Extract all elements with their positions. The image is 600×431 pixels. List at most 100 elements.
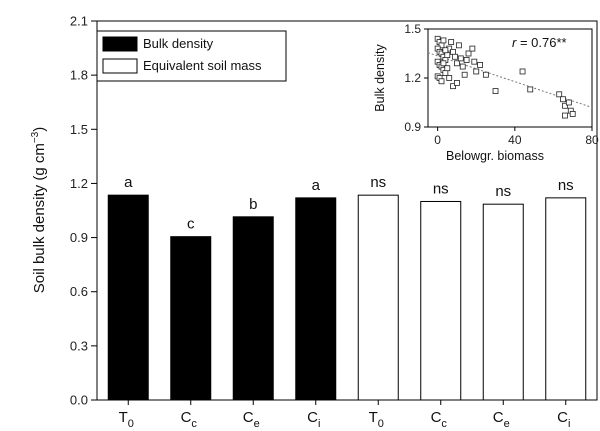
inset-point [556, 91, 563, 98]
y-tick-label: 0.9 [70, 230, 88, 245]
category-label-subscript: i [318, 418, 320, 430]
y-axis-title-sup: −3 [30, 131, 41, 143]
bar-equivalent-soil-mass [420, 200, 462, 401]
category-label-base: C [493, 409, 504, 426]
inset-point [560, 96, 566, 103]
inset-point [482, 71, 489, 78]
inset-y-axis-title: Bulk density [373, 44, 387, 112]
category-label-base: C [181, 409, 192, 426]
inset-point [446, 75, 453, 81]
inset-point [562, 112, 568, 119]
inset-y-tick-label: 1.5 [404, 22, 421, 36]
inset-point [463, 57, 470, 63]
inset-point [471, 58, 478, 65]
y-tick-label: 2.1 [70, 14, 88, 29]
y-axis-ticks: 0.0 0.3 0.6 0.9 1.2 1.5 1.8 2.1 [70, 14, 97, 408]
significance-label: c [187, 216, 195, 233]
category-label: T0 [119, 409, 134, 430]
inset-point [473, 68, 480, 75]
inset-x-tick-label: 0 [434, 133, 441, 147]
inset-x-tick-label: 80 [585, 133, 599, 147]
legend-swatch-equivalent-soil-mass [102, 58, 138, 74]
inset-point [448, 39, 455, 45]
category-label-base: T [369, 409, 378, 426]
inset-x-axis-title: Belowgr. biomass [446, 149, 544, 163]
category-label: T0 [369, 409, 384, 430]
inset-point [454, 80, 460, 86]
inset-correlation-value: = 0.76** [516, 35, 566, 50]
y-axis-title-close: ) [31, 127, 48, 132]
category-labels: T0 Cc Ce Ci T0 Cc Ce Ci [119, 400, 570, 430]
inset-y-tick-label: 0.9 [404, 120, 421, 134]
category-label-base: T [119, 409, 128, 426]
y-tick-label: 1.8 [70, 68, 88, 83]
inset-point [440, 37, 447, 44]
inset-point [527, 86, 534, 93]
y-tick-label: 1.2 [70, 176, 88, 191]
category-label-subscript: e [254, 418, 260, 430]
inset-point [450, 48, 456, 55]
bar-equivalent-soil-mass [545, 197, 587, 401]
inset-scatter: Bulk density Belowgr. biomass r = 0.76**… [373, 22, 599, 163]
inset-point [444, 52, 451, 59]
significance-label: a [312, 177, 321, 194]
significance-label: ns [495, 183, 511, 200]
bar-bulk-density [232, 216, 274, 401]
significance-label: ns [370, 174, 386, 191]
inset-point [454, 60, 460, 67]
category-label-subscript: 0 [128, 418, 134, 430]
legend-swatch-bulk-density [102, 36, 138, 52]
legend: Bulk density Equivalent soil mass [96, 30, 287, 82]
significance-label: a [124, 174, 133, 191]
category-label-base: C [557, 409, 568, 426]
category-label-subscript: c [191, 418, 197, 430]
category-label-base: C [243, 409, 254, 426]
legend-label-equivalent-soil-mass: Equivalent soil mass [143, 58, 262, 73]
inset-point [440, 60, 447, 67]
y-tick-label: 0.3 [70, 338, 88, 353]
inset-correlation-annotation: r = 0.76** [512, 35, 567, 50]
bar-bulk-density [295, 197, 337, 401]
category-label-base: C [431, 409, 442, 426]
inset-point [519, 68, 526, 75]
bar-bulk-density [170, 236, 212, 401]
y-tick-label: 0.6 [70, 284, 88, 299]
y-axis-title-main: Soil bulk density (g cm [31, 143, 48, 293]
significance-labels: a c b a ns ns ns ns [124, 174, 574, 233]
category-label: Ce [493, 409, 510, 430]
inset-axis-ticks: 0 40 80 0.9 1.2 1.5 [404, 22, 599, 147]
inset-point [465, 50, 472, 57]
inset-point [455, 42, 462, 49]
bar-bulk-density [107, 194, 149, 401]
significance-label: ns [433, 180, 449, 197]
bar-equivalent-soil-mass [357, 194, 399, 401]
significance-label: b [249, 196, 257, 213]
inset-point [469, 45, 476, 52]
bar-equivalent-soil-mass [482, 203, 524, 401]
inset-point [444, 65, 451, 72]
significance-label: ns [558, 177, 574, 194]
inset-point [562, 102, 568, 109]
legend-label-bulk-density: Bulk density [143, 36, 214, 51]
inset-correlation-r: r [512, 35, 517, 50]
category-label-base: C [307, 409, 318, 426]
inset-point [452, 53, 458, 60]
inset-point [461, 71, 468, 78]
category-label: Cc [431, 409, 448, 430]
category-label: Cc [181, 409, 198, 430]
category-label-subscript: e [504, 418, 510, 430]
inset-frame [427, 28, 593, 128]
inset-x-tick-label: 40 [508, 133, 522, 147]
y-tick-label: 1.5 [70, 122, 88, 137]
category-label: Ci [557, 409, 570, 430]
inset-point [477, 62, 483, 68]
bars [107, 194, 587, 401]
inset-y-tick-label: 1.2 [404, 71, 421, 85]
inset-point [492, 88, 499, 94]
category-label-subscript: 0 [378, 418, 384, 430]
inset-point [457, 55, 464, 62]
inset-point [459, 63, 466, 70]
inset-point [565, 99, 572, 106]
y-axis-title: Soil bulk density (g cm−3) [30, 127, 48, 293]
